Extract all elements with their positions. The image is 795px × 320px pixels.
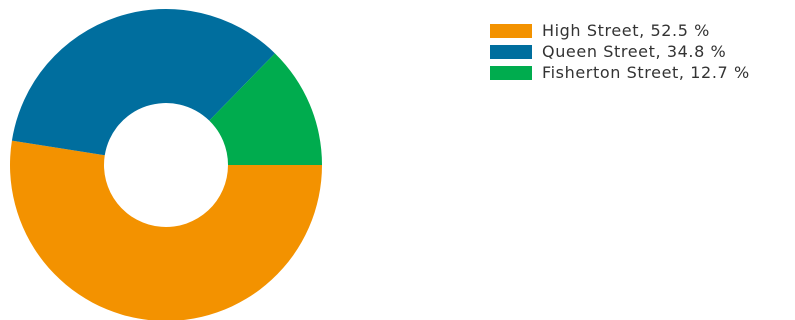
legend-item-high-street: High Street, 52.5 %: [490, 20, 750, 41]
legend-item-fisherton-street: Fisherton Street, 12.7 %: [490, 62, 750, 83]
donut-slice-queen-street: [11, 8, 275, 156]
chart-legend: High Street, 52.5 % Queen Street, 34.8 %…: [490, 20, 750, 83]
legend-label-high-street: High Street, 52.5 %: [542, 21, 710, 40]
donut-slice-high-street: [10, 140, 322, 320]
legend-swatch-fisherton-street: [490, 65, 532, 80]
legend-swatch-high-street: [490, 23, 532, 38]
legend-label-queen-street: Queen Street, 34.8 %: [542, 42, 727, 61]
legend-swatch-queen-street: [490, 44, 532, 59]
legend-label-fisherton-street: Fisherton Street, 12.7 %: [542, 63, 750, 82]
legend-item-queen-street: Queen Street, 34.8 %: [490, 41, 750, 62]
donut-slice-fisherton-street: [209, 53, 322, 166]
